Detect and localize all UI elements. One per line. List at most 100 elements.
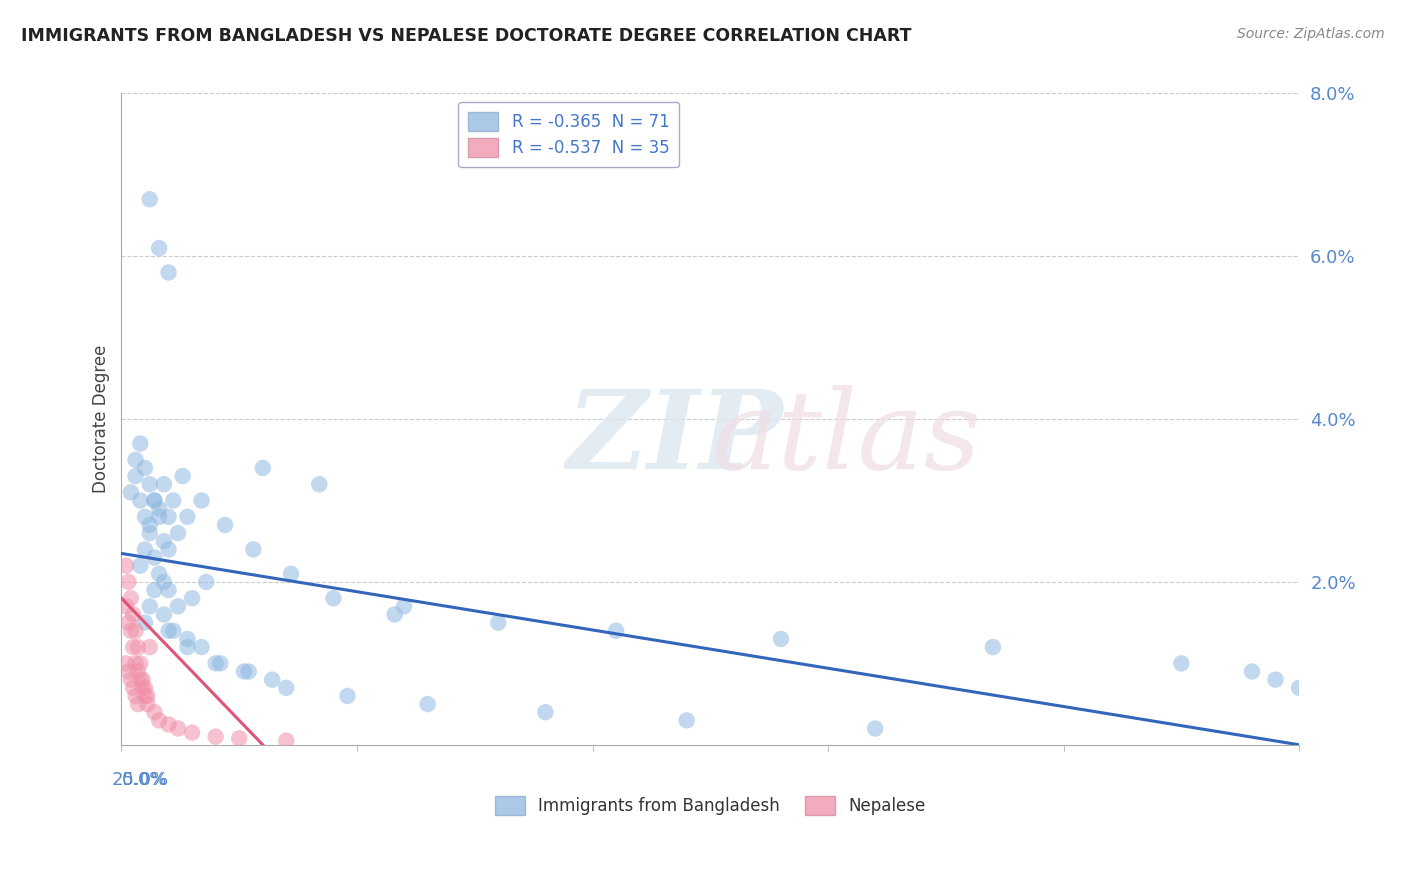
Point xyxy=(134,615,156,630)
Point xyxy=(153,477,176,491)
Point xyxy=(136,689,159,703)
Point xyxy=(138,192,160,206)
Point xyxy=(252,461,274,475)
Point xyxy=(124,469,146,483)
Point xyxy=(117,574,139,589)
Point xyxy=(167,722,190,736)
Point xyxy=(190,493,212,508)
Point xyxy=(124,624,146,638)
Point xyxy=(120,624,142,638)
Point xyxy=(138,526,160,541)
Text: 25.0%: 25.0% xyxy=(111,771,169,789)
Point xyxy=(769,632,792,646)
Point xyxy=(127,697,149,711)
Point xyxy=(981,640,1004,654)
Point xyxy=(127,665,149,679)
Point xyxy=(276,733,298,747)
Point xyxy=(675,714,697,728)
Point xyxy=(122,640,145,654)
Point xyxy=(416,697,439,711)
Point xyxy=(176,640,198,654)
Point xyxy=(392,599,415,614)
Point xyxy=(336,689,359,703)
Point xyxy=(209,657,232,671)
Text: atlas: atlas xyxy=(711,384,980,492)
Point xyxy=(134,681,156,695)
Point xyxy=(157,509,180,524)
Point xyxy=(157,717,180,731)
Point xyxy=(863,722,886,736)
Point xyxy=(143,583,166,598)
Point xyxy=(1240,665,1263,679)
Point xyxy=(148,714,170,728)
Point xyxy=(143,493,166,508)
Point xyxy=(129,558,152,573)
Point xyxy=(322,591,344,606)
Point xyxy=(134,461,156,475)
Point xyxy=(129,436,152,450)
Point xyxy=(122,681,145,695)
Point xyxy=(1170,657,1192,671)
Point xyxy=(157,542,180,557)
Point xyxy=(117,615,139,630)
Point xyxy=(148,509,170,524)
Y-axis label: Doctorate Degree: Doctorate Degree xyxy=(93,345,110,493)
Point xyxy=(138,517,160,532)
Point xyxy=(148,566,170,581)
Point xyxy=(129,493,152,508)
Point xyxy=(117,665,139,679)
Point xyxy=(204,730,226,744)
Point xyxy=(176,509,198,524)
Text: 0.0%: 0.0% xyxy=(121,771,167,789)
Point xyxy=(122,607,145,622)
Point xyxy=(115,657,138,671)
Point xyxy=(131,673,153,687)
Point xyxy=(232,665,254,679)
Point xyxy=(134,689,156,703)
Point xyxy=(120,591,142,606)
Point xyxy=(124,657,146,671)
Point xyxy=(134,542,156,557)
Point xyxy=(153,534,176,549)
Point xyxy=(131,681,153,695)
Point xyxy=(534,705,557,719)
Point xyxy=(136,697,159,711)
Point xyxy=(153,607,176,622)
Point xyxy=(262,673,284,687)
Point xyxy=(124,689,146,703)
Point xyxy=(157,624,180,638)
Point xyxy=(204,657,226,671)
Point xyxy=(242,542,264,557)
Point xyxy=(1264,673,1286,687)
Point xyxy=(148,241,170,255)
Text: IMMIGRANTS FROM BANGLADESH VS NEPALESE DOCTORATE DEGREE CORRELATION CHART: IMMIGRANTS FROM BANGLADESH VS NEPALESE D… xyxy=(21,27,911,45)
Point xyxy=(143,493,166,508)
Point xyxy=(115,558,138,573)
Point xyxy=(129,673,152,687)
Text: ZIP: ZIP xyxy=(567,384,783,492)
Point xyxy=(120,673,142,687)
Point xyxy=(134,509,156,524)
Point xyxy=(129,657,152,671)
Point xyxy=(148,501,170,516)
Point xyxy=(280,566,302,581)
Point xyxy=(384,607,406,622)
Point xyxy=(181,591,204,606)
Point xyxy=(605,624,627,638)
Point xyxy=(308,477,330,491)
Point xyxy=(181,725,204,739)
Point xyxy=(190,640,212,654)
Point xyxy=(120,485,142,500)
Legend: Immigrants from Bangladesh, Nepalese: Immigrants from Bangladesh, Nepalese xyxy=(488,789,932,822)
Point xyxy=(486,615,509,630)
Text: Source: ZipAtlas.com: Source: ZipAtlas.com xyxy=(1237,27,1385,41)
Point xyxy=(214,517,236,532)
Point xyxy=(127,640,149,654)
Point xyxy=(138,640,160,654)
Point xyxy=(143,550,166,565)
Point xyxy=(238,665,260,679)
Point xyxy=(162,493,184,508)
Point xyxy=(195,574,218,589)
Point xyxy=(138,477,160,491)
Point xyxy=(143,705,166,719)
